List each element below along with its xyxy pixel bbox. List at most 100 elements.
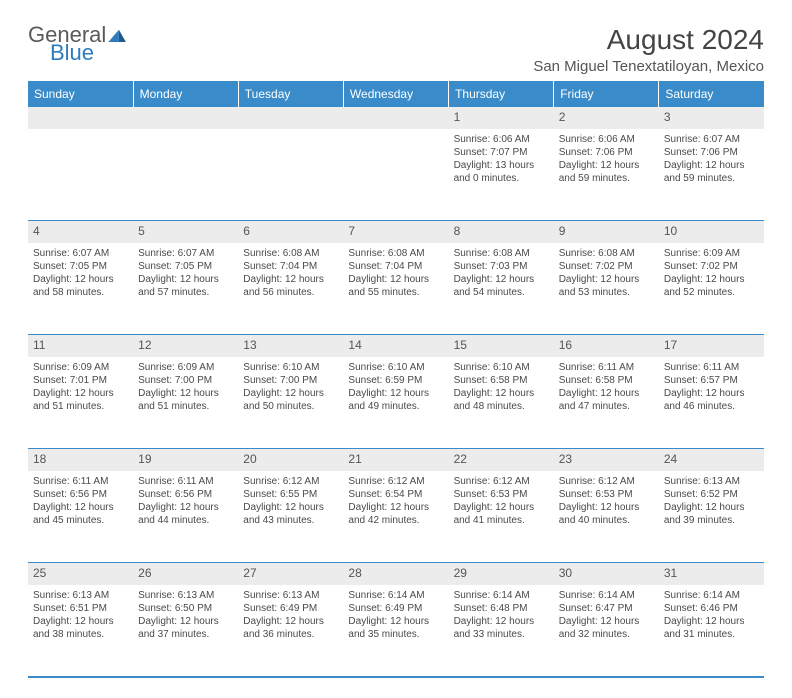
sunset-text: Sunset: 6:52 PM [664,488,759,501]
header: GeneralBlue August 2024 San Miguel Tenex… [28,24,764,75]
daylight-text: Daylight: 12 hours and 48 minutes. [454,387,549,413]
day-number: 4 [28,221,133,243]
daylight-text: Daylight: 12 hours and 36 minutes. [243,615,338,641]
daylight-text: Daylight: 12 hours and 37 minutes. [138,615,233,641]
daylight-text: Daylight: 12 hours and 53 minutes. [559,273,654,299]
day-cell: Sunrise: 6:11 AMSunset: 6:56 PMDaylight:… [133,471,238,563]
day-number: 16 [554,335,659,357]
sunrise-text: Sunrise: 6:12 AM [243,475,338,488]
day-cell: Sunrise: 6:08 AMSunset: 7:04 PMDaylight:… [343,243,448,335]
daynum-row: 25262728293031 [28,563,764,585]
day-cell: Sunrise: 6:14 AMSunset: 6:48 PMDaylight:… [449,585,554,677]
daylight-text: Daylight: 12 hours and 59 minutes. [664,159,759,185]
day-cell [343,129,448,221]
daylight-text: Daylight: 12 hours and 43 minutes. [243,501,338,527]
day-cell: Sunrise: 6:10 AMSunset: 6:59 PMDaylight:… [343,357,448,449]
day-number: 26 [133,563,238,585]
day-number: 8 [449,221,554,243]
sunset-text: Sunset: 6:53 PM [454,488,549,501]
daylight-text: Daylight: 12 hours and 45 minutes. [33,501,128,527]
day-number: 27 [238,563,343,585]
daylight-text: Daylight: 12 hours and 55 minutes. [348,273,443,299]
location: San Miguel Tenextatiloyan, Mexico [533,58,764,75]
sunset-text: Sunset: 7:03 PM [454,260,549,273]
sunrise-text: Sunrise: 6:11 AM [664,361,759,374]
day-cell: Sunrise: 6:06 AMSunset: 7:07 PMDaylight:… [449,129,554,221]
sunset-text: Sunset: 6:51 PM [33,602,128,615]
daylight-text: Daylight: 12 hours and 42 minutes. [348,501,443,527]
daynum-row: 18192021222324 [28,449,764,471]
day-number: 7 [343,221,448,243]
sunrise-text: Sunrise: 6:14 AM [664,589,759,602]
day-cell [238,129,343,221]
sunrise-text: Sunrise: 6:09 AM [664,247,759,260]
sunrise-text: Sunrise: 6:12 AM [454,475,549,488]
sunset-text: Sunset: 7:04 PM [348,260,443,273]
day-number: 23 [554,449,659,471]
sunset-text: Sunset: 7:06 PM [664,146,759,159]
day-number: 5 [133,221,238,243]
day-number: 20 [238,449,343,471]
daylight-text: Daylight: 12 hours and 57 minutes. [138,273,233,299]
day-cell: Sunrise: 6:10 AMSunset: 6:58 PMDaylight:… [449,357,554,449]
daynum-row: 123 [28,107,764,129]
week-row: Sunrise: 6:09 AMSunset: 7:01 PMDaylight:… [28,357,764,449]
week-row: Sunrise: 6:06 AMSunset: 7:07 PMDaylight:… [28,129,764,221]
day-cell: Sunrise: 6:13 AMSunset: 6:50 PMDaylight:… [133,585,238,677]
sunrise-text: Sunrise: 6:14 AM [348,589,443,602]
sunrise-text: Sunrise: 6:11 AM [559,361,654,374]
day-cell: Sunrise: 6:09 AMSunset: 7:02 PMDaylight:… [659,243,764,335]
day-number: 17 [659,335,764,357]
daylight-text: Daylight: 12 hours and 46 minutes. [664,387,759,413]
day-cell: Sunrise: 6:10 AMSunset: 7:00 PMDaylight:… [238,357,343,449]
sunset-text: Sunset: 7:07 PM [454,146,549,159]
sunset-text: Sunset: 6:58 PM [559,374,654,387]
sunset-text: Sunset: 6:49 PM [348,602,443,615]
daylight-text: Daylight: 12 hours and 40 minutes. [559,501,654,527]
day-number: 28 [343,563,448,585]
day-cell: Sunrise: 6:11 AMSunset: 6:56 PMDaylight:… [28,471,133,563]
day-number: 1 [449,107,554,129]
sunrise-text: Sunrise: 6:08 AM [243,247,338,260]
sunset-text: Sunset: 6:46 PM [664,602,759,615]
sunrise-text: Sunrise: 6:13 AM [243,589,338,602]
sunrise-text: Sunrise: 6:07 AM [33,247,128,260]
day-cell: Sunrise: 6:09 AMSunset: 7:00 PMDaylight:… [133,357,238,449]
daylight-text: Daylight: 12 hours and 38 minutes. [33,615,128,641]
daylight-text: Daylight: 12 hours and 54 minutes. [454,273,549,299]
logo: GeneralBlue [28,24,128,64]
day-number: 12 [133,335,238,357]
daylight-text: Daylight: 12 hours and 39 minutes. [664,501,759,527]
day-cell: Sunrise: 6:14 AMSunset: 6:46 PMDaylight:… [659,585,764,677]
day-cell: Sunrise: 6:11 AMSunset: 6:57 PMDaylight:… [659,357,764,449]
daynum-row: 45678910 [28,221,764,243]
sunset-text: Sunset: 7:00 PM [138,374,233,387]
day-cell: Sunrise: 6:13 AMSunset: 6:51 PMDaylight:… [28,585,133,677]
day-number: 21 [343,449,448,471]
daylight-text: Daylight: 12 hours and 35 minutes. [348,615,443,641]
sunrise-text: Sunrise: 6:14 AM [454,589,549,602]
day-cell: Sunrise: 6:12 AMSunset: 6:54 PMDaylight:… [343,471,448,563]
daylight-text: Daylight: 12 hours and 33 minutes. [454,615,549,641]
daylight-text: Daylight: 12 hours and 50 minutes. [243,387,338,413]
day-cell: Sunrise: 6:11 AMSunset: 6:58 PMDaylight:… [554,357,659,449]
weekday-header: Monday [133,81,238,107]
sunrise-text: Sunrise: 6:11 AM [33,475,128,488]
daylight-text: Daylight: 12 hours and 51 minutes. [138,387,233,413]
week-row: Sunrise: 6:07 AMSunset: 7:05 PMDaylight:… [28,243,764,335]
day-number: 25 [28,563,133,585]
day-cell: Sunrise: 6:08 AMSunset: 7:04 PMDaylight:… [238,243,343,335]
sunrise-text: Sunrise: 6:13 AM [664,475,759,488]
day-cell: Sunrise: 6:06 AMSunset: 7:06 PMDaylight:… [554,129,659,221]
weekday-header: Thursday [449,81,554,107]
day-cell: Sunrise: 6:13 AMSunset: 6:52 PMDaylight:… [659,471,764,563]
sunset-text: Sunset: 6:53 PM [559,488,654,501]
sunrise-text: Sunrise: 6:10 AM [243,361,338,374]
day-number: 10 [659,221,764,243]
sunset-text: Sunset: 7:01 PM [33,374,128,387]
day-cell: Sunrise: 6:13 AMSunset: 6:49 PMDaylight:… [238,585,343,677]
day-number [343,107,448,129]
day-cell: Sunrise: 6:12 AMSunset: 6:53 PMDaylight:… [554,471,659,563]
sunset-text: Sunset: 6:54 PM [348,488,443,501]
daylight-text: Daylight: 12 hours and 41 minutes. [454,501,549,527]
